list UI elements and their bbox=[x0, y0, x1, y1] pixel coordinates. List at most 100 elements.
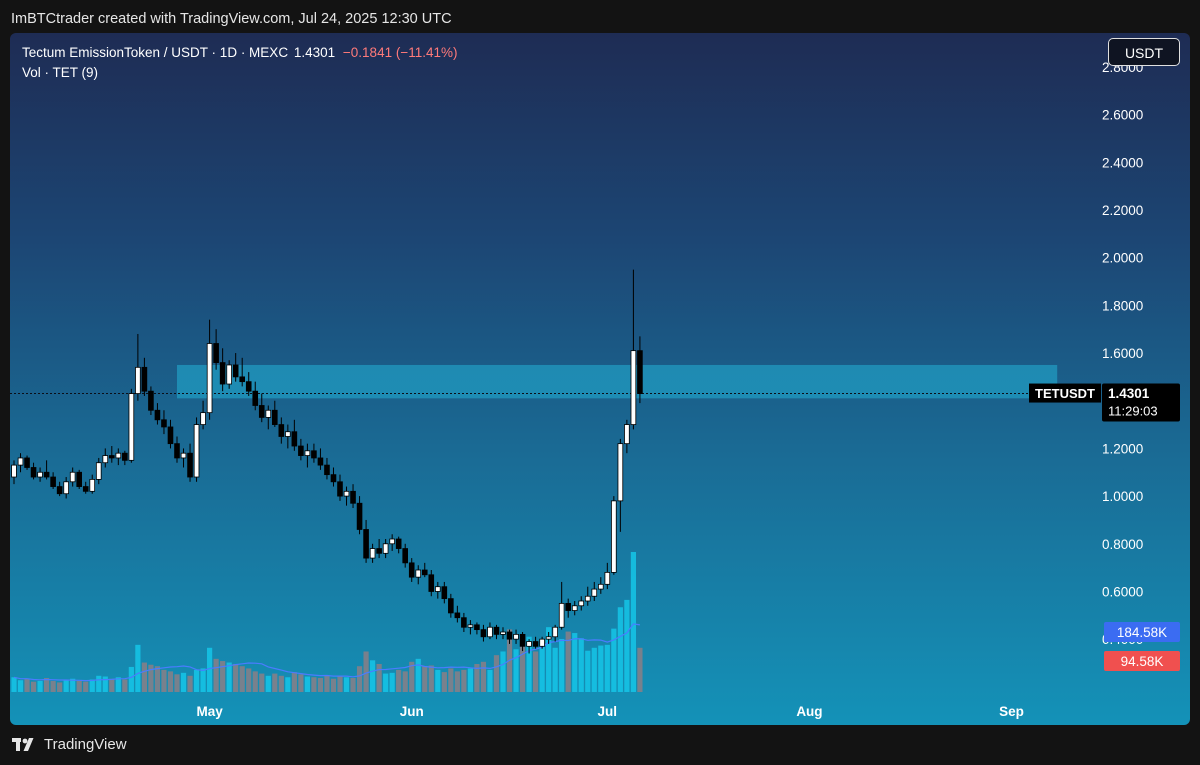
candle-body bbox=[441, 586, 448, 600]
candle-body bbox=[513, 633, 519, 640]
candle-body bbox=[193, 424, 200, 478]
candle-body bbox=[239, 376, 246, 383]
volume-bar bbox=[89, 679, 95, 692]
candle-body bbox=[461, 617, 467, 628]
price-tag-value: 1.4301 bbox=[1108, 386, 1150, 401]
volume-bar bbox=[17, 680, 24, 692]
chart-credit: ImBTCtrader created with TradingView.com… bbox=[11, 11, 452, 27]
volume-bar bbox=[474, 664, 480, 692]
candle-body bbox=[148, 390, 154, 411]
candle bbox=[571, 601, 578, 616]
legend-price: 1.4301 bbox=[293, 45, 336, 60]
volume-bar bbox=[317, 678, 324, 692]
candle-body bbox=[382, 543, 389, 554]
candle bbox=[30, 462, 37, 480]
candle bbox=[506, 629, 513, 644]
candle bbox=[526, 639, 532, 654]
volume-bar bbox=[396, 669, 402, 692]
candle bbox=[298, 438, 304, 461]
volume-bar bbox=[337, 675, 343, 692]
candle-body bbox=[304, 450, 311, 456]
volume-bar bbox=[220, 661, 226, 692]
candle-body bbox=[350, 490, 356, 504]
candle bbox=[135, 333, 141, 401]
candle bbox=[291, 419, 298, 451]
candle bbox=[337, 474, 343, 501]
x-tick-label: Jun bbox=[400, 704, 424, 719]
volume-bar bbox=[161, 669, 167, 692]
price-chart[interactable]: 2.80002.60002.40002.20002.00001.80001.60… bbox=[10, 33, 1190, 725]
candle-body bbox=[180, 452, 187, 459]
candle-body bbox=[376, 548, 382, 554]
candle bbox=[415, 565, 422, 585]
candle bbox=[174, 436, 180, 463]
candle-body bbox=[591, 588, 598, 597]
candle bbox=[258, 393, 265, 423]
candle bbox=[513, 629, 519, 644]
y-tick-label: 2.0000 bbox=[1102, 251, 1143, 266]
volume-bar bbox=[304, 676, 310, 692]
candle bbox=[17, 453, 24, 473]
candle bbox=[330, 467, 337, 487]
candle-body bbox=[141, 366, 148, 392]
candle-body bbox=[291, 431, 298, 447]
candle-body bbox=[50, 476, 56, 487]
currency-button[interactable]: USDT bbox=[1108, 38, 1180, 66]
candle-body bbox=[324, 464, 330, 476]
candle bbox=[161, 410, 167, 435]
candle bbox=[480, 624, 487, 642]
candle bbox=[578, 596, 585, 611]
candle-body bbox=[571, 605, 578, 611]
candle-body bbox=[558, 602, 565, 628]
candle-body bbox=[434, 586, 441, 592]
chart-panel[interactable]: 2.8000 2.6000 2.4000 2.2000 2.0000 1.8000 1.60… bbox=[10, 33, 1190, 725]
candle-body bbox=[415, 569, 422, 578]
volume-bar bbox=[311, 677, 317, 692]
candle bbox=[50, 472, 56, 489]
candle bbox=[474, 622, 480, 635]
candle bbox=[376, 539, 382, 559]
volume-bar bbox=[637, 647, 643, 692]
candle bbox=[76, 469, 83, 489]
candle-body bbox=[356, 502, 363, 530]
candle-body bbox=[617, 443, 624, 502]
candle-body bbox=[128, 393, 135, 461]
volume-bar bbox=[539, 644, 545, 692]
volume-bar bbox=[585, 650, 591, 692]
volume-bar bbox=[174, 674, 180, 692]
candle-body bbox=[43, 471, 50, 478]
volume-bar bbox=[115, 677, 121, 692]
symbol-tag: TETUSDT bbox=[1035, 386, 1095, 401]
volume-bar bbox=[402, 671, 408, 692]
candle-body bbox=[428, 574, 435, 592]
candle-body bbox=[285, 431, 291, 437]
candle bbox=[311, 443, 317, 463]
price-tag-bg bbox=[1102, 383, 1180, 422]
candle-body bbox=[408, 562, 415, 578]
volume-bar bbox=[63, 680, 69, 692]
candle-body bbox=[69, 471, 76, 483]
candle bbox=[271, 400, 278, 427]
candle bbox=[395, 536, 402, 554]
candle bbox=[598, 577, 604, 594]
candle-body bbox=[598, 583, 604, 590]
candle-body bbox=[11, 464, 17, 478]
volume-bar bbox=[30, 681, 37, 692]
candle-body bbox=[539, 638, 545, 647]
candle bbox=[82, 481, 89, 494]
volume-bar bbox=[246, 668, 252, 692]
candle bbox=[441, 581, 448, 604]
volume-bar bbox=[487, 669, 493, 692]
candle-body bbox=[500, 631, 506, 635]
candle bbox=[421, 562, 428, 578]
volume-bar bbox=[591, 647, 597, 692]
volume-bar bbox=[167, 671, 174, 692]
volume-bar bbox=[630, 552, 636, 692]
volume-bar bbox=[565, 631, 571, 692]
volume-bar bbox=[213, 658, 219, 692]
candle-body bbox=[526, 641, 532, 647]
volume-bar bbox=[435, 669, 441, 692]
candle-body bbox=[122, 452, 128, 461]
x-tick-label: Sep bbox=[999, 704, 1024, 719]
y-tick-label: 2.4000 bbox=[1102, 155, 1143, 170]
